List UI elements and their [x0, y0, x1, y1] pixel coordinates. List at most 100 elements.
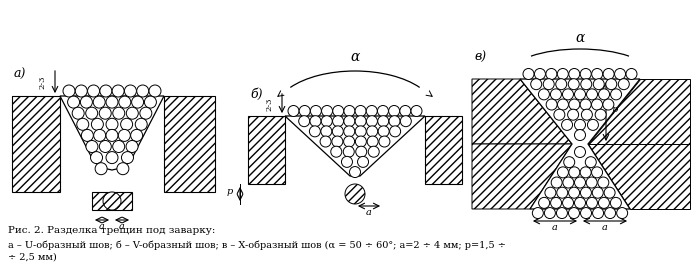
Polygon shape	[285, 116, 425, 176]
Bar	[92, 192, 132, 210]
Circle shape	[342, 156, 353, 167]
Circle shape	[85, 107, 98, 119]
Circle shape	[551, 177, 562, 188]
Circle shape	[594, 79, 604, 90]
Circle shape	[132, 96, 144, 108]
Circle shape	[332, 126, 343, 137]
Circle shape	[355, 106, 366, 116]
Circle shape	[288, 106, 299, 116]
Circle shape	[99, 107, 111, 119]
Text: p: p	[227, 187, 233, 196]
Text: а – U-образный шов; б – V-образный шов; в – X-образный шов (α = 50 ÷ 60°; a=2 ÷ : а – U-образный шов; б – V-образный шов; …	[8, 240, 506, 249]
Circle shape	[117, 163, 129, 175]
Circle shape	[113, 140, 125, 153]
Circle shape	[77, 118, 89, 130]
Text: 2-3: 2-3	[265, 97, 273, 111]
Circle shape	[580, 187, 592, 198]
Circle shape	[355, 126, 366, 137]
Circle shape	[546, 99, 557, 110]
Circle shape	[603, 99, 614, 110]
Text: α: α	[350, 50, 360, 64]
Text: a: a	[119, 222, 125, 231]
Bar	[164, 96, 215, 192]
Circle shape	[332, 136, 343, 147]
Circle shape	[592, 187, 603, 198]
Circle shape	[126, 107, 139, 119]
Circle shape	[95, 163, 107, 175]
Circle shape	[390, 126, 400, 137]
Circle shape	[587, 89, 598, 100]
Circle shape	[585, 157, 596, 168]
Bar	[164, 96, 215, 192]
Circle shape	[587, 197, 598, 208]
Text: 2-3: 2-3	[38, 75, 46, 89]
Polygon shape	[588, 144, 690, 209]
Circle shape	[592, 167, 603, 178]
Circle shape	[349, 167, 360, 178]
Circle shape	[86, 140, 98, 153]
Circle shape	[125, 85, 136, 97]
Circle shape	[344, 126, 355, 137]
Text: a: a	[366, 208, 372, 217]
Circle shape	[604, 187, 615, 198]
Circle shape	[606, 79, 617, 90]
Circle shape	[344, 136, 355, 147]
Circle shape	[580, 99, 592, 110]
Circle shape	[400, 116, 412, 127]
Circle shape	[106, 152, 118, 164]
Circle shape	[551, 197, 561, 208]
Circle shape	[569, 68, 580, 79]
Circle shape	[546, 68, 557, 79]
Polygon shape	[60, 96, 164, 170]
Circle shape	[575, 197, 585, 208]
Circle shape	[309, 126, 321, 137]
Bar	[12, 96, 60, 192]
Circle shape	[80, 96, 92, 108]
Circle shape	[367, 126, 378, 137]
Circle shape	[81, 129, 93, 142]
Bar	[92, 192, 132, 210]
Circle shape	[592, 68, 603, 79]
Text: p: p	[612, 105, 618, 114]
Circle shape	[580, 167, 592, 178]
Text: б): б)	[250, 88, 262, 101]
Circle shape	[106, 118, 118, 130]
Polygon shape	[588, 79, 690, 144]
Circle shape	[356, 146, 367, 157]
Circle shape	[378, 116, 388, 127]
Circle shape	[358, 156, 368, 167]
Circle shape	[605, 208, 615, 219]
Circle shape	[538, 89, 550, 100]
Circle shape	[580, 68, 592, 79]
Circle shape	[113, 107, 125, 119]
Circle shape	[106, 129, 118, 142]
Circle shape	[575, 147, 585, 158]
Circle shape	[63, 85, 75, 97]
Circle shape	[118, 129, 130, 142]
Circle shape	[88, 85, 99, 97]
Circle shape	[598, 177, 609, 188]
Circle shape	[332, 116, 344, 127]
Polygon shape	[520, 79, 640, 209]
Circle shape	[140, 107, 152, 119]
Circle shape	[538, 197, 550, 208]
Circle shape	[569, 99, 580, 110]
Bar	[248, 116, 285, 184]
Circle shape	[389, 116, 400, 127]
Circle shape	[598, 89, 610, 100]
Circle shape	[131, 129, 143, 142]
Circle shape	[149, 85, 161, 97]
Circle shape	[331, 146, 342, 157]
Circle shape	[377, 106, 388, 116]
Circle shape	[90, 152, 102, 164]
Circle shape	[575, 119, 585, 130]
Circle shape	[556, 79, 567, 90]
Circle shape	[568, 79, 579, 90]
Circle shape	[310, 116, 321, 127]
Polygon shape	[472, 79, 572, 144]
Circle shape	[320, 136, 331, 147]
Circle shape	[389, 106, 400, 116]
Circle shape	[368, 146, 379, 157]
Circle shape	[568, 109, 579, 120]
Circle shape	[580, 208, 592, 219]
